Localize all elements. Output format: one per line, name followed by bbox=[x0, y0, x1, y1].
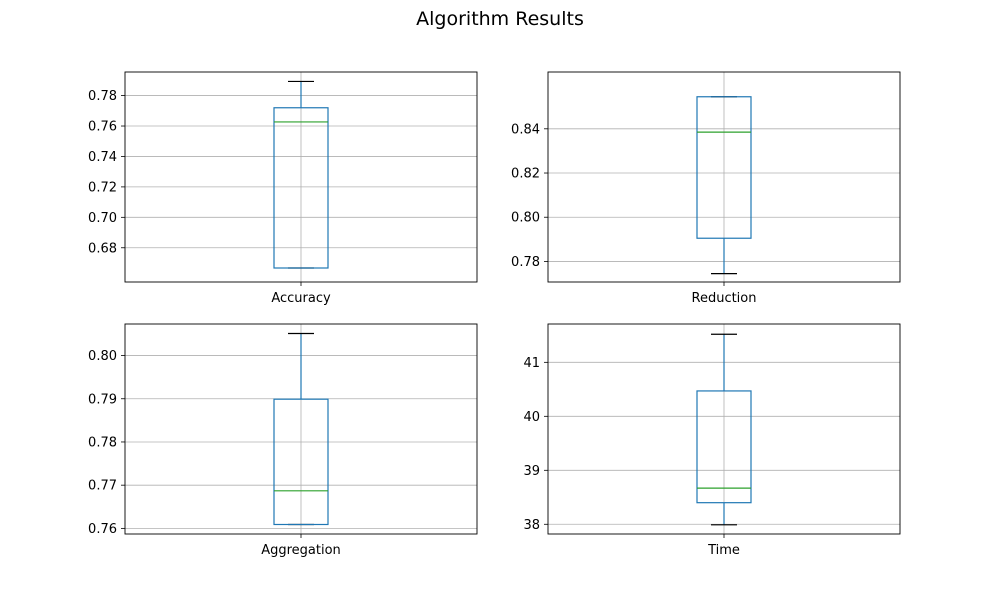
y-tick-label: 0.74 bbox=[88, 150, 117, 165]
x-category-label: Reduction bbox=[692, 291, 757, 306]
x-category-label: Accuracy bbox=[271, 291, 331, 306]
y-tick-label: 0.68 bbox=[88, 241, 117, 256]
subplot-aggregation: 0.76 0.77 0.78 0.79 0.80 Aggregation bbox=[88, 323, 478, 558]
y-tick-label: 0.78 bbox=[88, 435, 117, 450]
y-tick-label: 0.77 bbox=[88, 479, 117, 494]
subplot-accuracy: 0.68 0.70 0.72 0.74 0.76 0.78 Accuracy bbox=[88, 71, 478, 306]
figure-title: Algorithm Results bbox=[416, 8, 584, 30]
y-tick-label: 0.79 bbox=[88, 392, 117, 407]
y-tick-label: 0.80 bbox=[88, 349, 117, 364]
y-tick-label: 0.82 bbox=[511, 167, 540, 182]
subplot-reduction: 0.78 0.80 0.82 0.84 Reduction bbox=[511, 71, 901, 306]
y-tick-label: 0.76 bbox=[88, 522, 117, 537]
y-tick-label: 0.78 bbox=[88, 89, 117, 104]
y-tick-label: 40 bbox=[523, 410, 540, 425]
y-tick-label: 0.84 bbox=[511, 122, 540, 137]
y-tick-label: 0.70 bbox=[88, 211, 117, 226]
y-tick-label: 41 bbox=[523, 356, 540, 371]
iqr-box bbox=[696, 390, 752, 504]
y-tick-label: 0.76 bbox=[88, 120, 117, 135]
iqr-box bbox=[273, 398, 329, 526]
x-category-label: Time bbox=[707, 543, 740, 558]
x-category-label: Aggregation bbox=[261, 543, 341, 558]
subplot-time: 38 39 40 41 Time bbox=[523, 323, 901, 558]
y-tick-label: 38 bbox=[523, 518, 540, 533]
y-tick-label: 0.80 bbox=[511, 211, 540, 226]
iqr-box bbox=[273, 107, 329, 269]
iqr-box bbox=[696, 96, 752, 239]
y-tick-label: 0.72 bbox=[88, 180, 117, 195]
y-tick-label: 0.78 bbox=[511, 255, 540, 270]
y-tick-label: 39 bbox=[523, 464, 540, 479]
